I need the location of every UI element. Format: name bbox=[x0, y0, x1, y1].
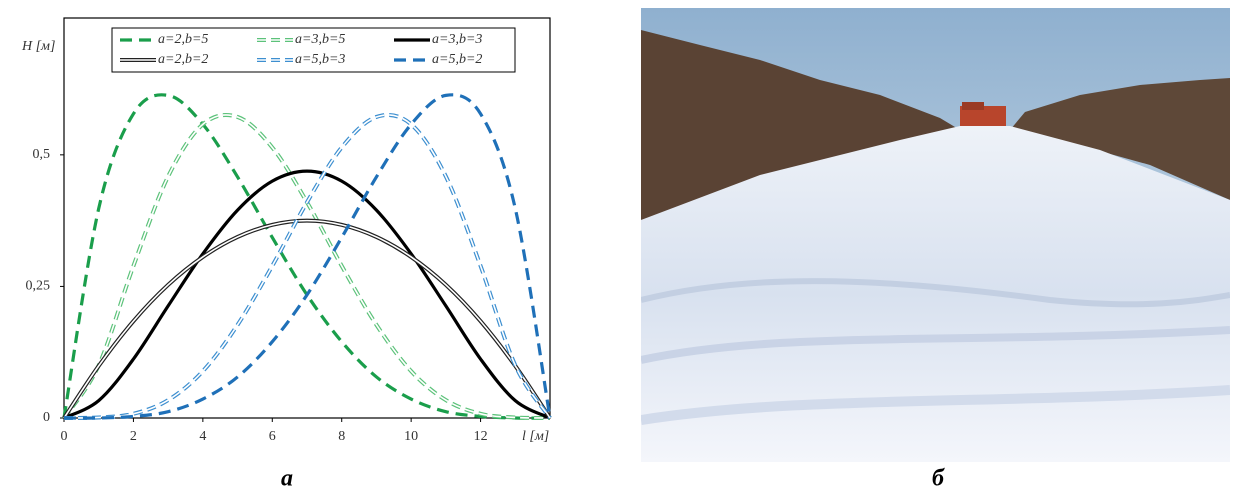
figure: a=2,b=5 a=3,b=5 a=3,b=3 a=2,b=2 a=5,b=3 a=5,b… bbox=[0, 0, 1245, 494]
legend-label: a=3,b=3 bbox=[432, 32, 482, 47]
series-line bbox=[64, 115, 550, 418]
x-tick-label: 8 bbox=[338, 429, 345, 444]
legend-label: a=2,b=5 bbox=[158, 32, 208, 47]
series-line bbox=[64, 221, 550, 418]
legend-label: a=5,b=2 bbox=[432, 52, 482, 67]
legend-label: a=3,b=5 bbox=[295, 32, 345, 47]
plot-frame bbox=[64, 18, 550, 418]
panel-label: а bbox=[281, 466, 293, 492]
y-tick-label: 0,5 bbox=[33, 147, 51, 162]
series-line-inner bbox=[64, 115, 550, 418]
chart: a=2,b=5 a=3,b=5 a=3,b=3 a=2,b=2 a=5,b=3 a=5,b… bbox=[0, 0, 1245, 494]
legend-label: a=5,b=3 bbox=[295, 52, 345, 67]
x-tick-label: 6 bbox=[269, 429, 276, 444]
x-tick-label: 4 bbox=[199, 429, 206, 444]
photo bbox=[641, 8, 1230, 462]
plot-area bbox=[60, 95, 550, 422]
y-axis-label: H [м] bbox=[21, 39, 55, 54]
panel-label: б bbox=[932, 466, 945, 492]
series-line-inner bbox=[64, 115, 550, 418]
series-line bbox=[64, 115, 550, 418]
x-axis-label: l [м] bbox=[522, 429, 549, 444]
x-tick-label: 10 bbox=[404, 429, 418, 444]
y-tick-label: 0 bbox=[43, 410, 50, 425]
legend-label: a=2,b=2 bbox=[158, 52, 208, 67]
x-tick-label: 0 bbox=[61, 429, 68, 444]
x-tick-label: 2 bbox=[130, 429, 137, 444]
y-tick-label: 0,25 bbox=[26, 279, 51, 294]
x-tick-label: 12 bbox=[474, 429, 488, 444]
